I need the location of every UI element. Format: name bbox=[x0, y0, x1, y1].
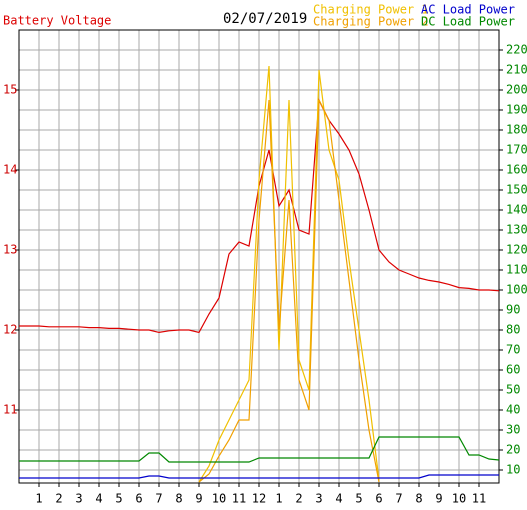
y-axis-label: Battery Voltage bbox=[3, 14, 111, 28]
y2-tick-label: 180 bbox=[506, 123, 527, 137]
x-tick-label: 3 bbox=[315, 492, 322, 506]
x-tick-label: 10 bbox=[212, 492, 226, 506]
x-tick-label: 10 bbox=[452, 492, 466, 506]
x-tick-label: 6 bbox=[375, 492, 382, 506]
y2-tick-label: 170 bbox=[506, 143, 527, 157]
y-tick-label: 14 bbox=[3, 163, 17, 177]
x-tick-label: 11 bbox=[232, 492, 246, 506]
y2-tick-label: 10 bbox=[506, 463, 520, 477]
y2-tick-label: 140 bbox=[506, 203, 527, 217]
x-tick-label: 2 bbox=[55, 492, 62, 506]
y2-tick-label: 150 bbox=[506, 183, 527, 197]
x-tick-label: 4 bbox=[95, 492, 102, 506]
x-tick-label: 5 bbox=[115, 492, 122, 506]
y-tick-label: 11 bbox=[3, 403, 17, 417]
series-line bbox=[19, 436, 500, 463]
x-tick-label: 3 bbox=[75, 492, 82, 506]
y2-tick-label: 120 bbox=[506, 243, 527, 257]
x-tick-label: 11 bbox=[472, 492, 486, 506]
y2-tick-label: 70 bbox=[506, 343, 520, 357]
y2-tick-label: 210 bbox=[506, 63, 527, 77]
x-tick-label: 8 bbox=[175, 492, 182, 506]
y2-tick-label: 110 bbox=[506, 263, 527, 277]
x-tick-label: 9 bbox=[435, 492, 442, 506]
x-tick-label: 4 bbox=[335, 492, 342, 506]
y2-tick-label: 130 bbox=[506, 223, 527, 237]
y2-tick-label: 100 bbox=[506, 283, 527, 297]
legend-entry: Charging Power 1 bbox=[313, 3, 429, 17]
x-tick-label: 12 bbox=[252, 492, 266, 506]
y2-tick-label: 80 bbox=[506, 323, 520, 337]
y2-tick-label: 200 bbox=[506, 83, 527, 97]
x-tick-label: 1 bbox=[35, 492, 42, 506]
x-tick-label: 1 bbox=[275, 492, 282, 506]
y2-tick-label: 220 bbox=[506, 43, 527, 57]
x-tick-label: 9 bbox=[195, 492, 202, 506]
x-tick-label: 6 bbox=[135, 492, 142, 506]
chart-title: 02/07/2019 bbox=[223, 11, 307, 27]
series-line bbox=[198, 99, 380, 483]
y2-tick-label: 90 bbox=[506, 303, 520, 317]
y-tick-label: 12 bbox=[3, 323, 17, 337]
x-tick-label: 7 bbox=[155, 492, 162, 506]
y2-tick-label: 30 bbox=[506, 423, 520, 437]
series-line bbox=[198, 65, 380, 483]
y-tick-label: 13 bbox=[3, 243, 17, 257]
series-line bbox=[19, 474, 499, 479]
legend-entry: AC Load Power bbox=[421, 3, 515, 17]
y2-tick-label: 40 bbox=[506, 403, 520, 417]
x-tick-label: 5 bbox=[355, 492, 362, 506]
y2-tick-label: 20 bbox=[506, 443, 520, 457]
x-tick-label: 2 bbox=[295, 492, 302, 506]
y2-tick-label: 60 bbox=[506, 363, 520, 377]
x-tick-label: 8 bbox=[415, 492, 422, 506]
y2-tick-label: 50 bbox=[506, 383, 520, 397]
y2-tick-label: 160 bbox=[506, 163, 527, 177]
legend-entry: Charging Power 2 bbox=[313, 15, 429, 29]
x-tick-label: 7 bbox=[395, 492, 402, 506]
y2-tick-label: 190 bbox=[506, 103, 527, 117]
legend-entry: DC Load Power bbox=[421, 15, 515, 29]
y-tick-label: 15 bbox=[3, 83, 17, 97]
